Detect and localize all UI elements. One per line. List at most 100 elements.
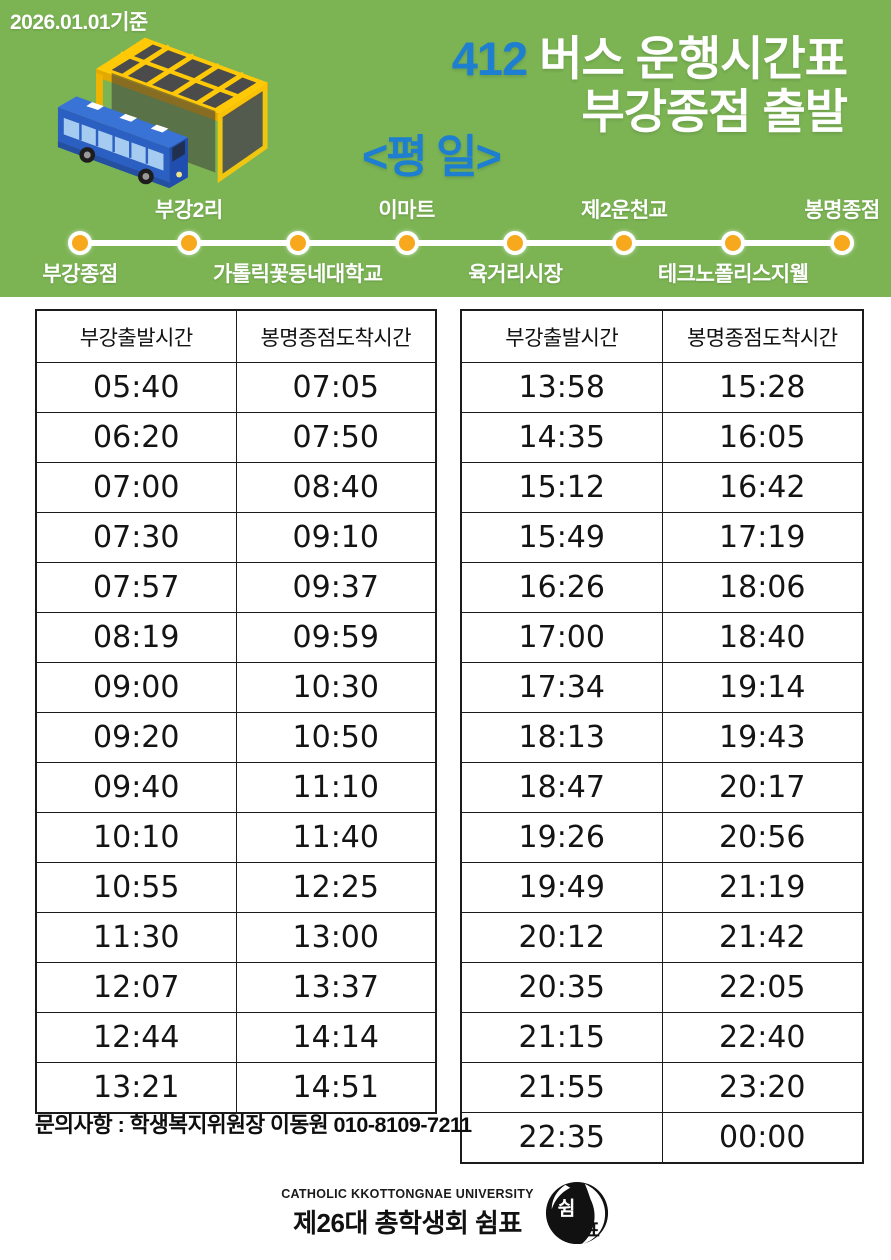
arrival-time-cell: 14:51 <box>235 1062 437 1114</box>
table-row: 18:13 19:43 <box>460 712 864 763</box>
arrival-time-cell: 00:00 <box>661 1112 864 1164</box>
departure-time-cell: 07:00 <box>35 462 237 513</box>
title-line2: 부강종점 출발 <box>581 85 849 139</box>
table-row: 16:26 18:06 <box>460 562 864 613</box>
bus-shelter-illustration <box>57 37 269 189</box>
arrival-time-cell: 07:50 <box>235 412 437 463</box>
table-row: 22:35 00:00 <box>460 1112 864 1164</box>
table-row: 07:30 09:10 <box>35 512 437 563</box>
departure-time-cell: 15:49 <box>460 512 663 563</box>
departure-time-cell: 07:30 <box>35 512 237 563</box>
arrival-time-cell: 20:17 <box>661 762 864 813</box>
title-text: 버스 운행시간표 <box>539 32 848 85</box>
table-row: 11:30 13:00 <box>35 912 437 963</box>
column-header: 봉명종점도착시간 <box>235 309 437 363</box>
departure-time-cell: 10:55 <box>35 862 237 913</box>
departure-time-cell: 12:07 <box>35 962 237 1013</box>
arrival-time-cell: 15:28 <box>661 362 864 413</box>
arrival-time-cell: 19:43 <box>661 712 864 763</box>
arrival-time-cell: 08:40 <box>235 462 437 513</box>
arrival-time-cell: 18:40 <box>661 612 864 663</box>
arrival-time-cell: 09:10 <box>235 512 437 563</box>
table-row: 09:00 10:30 <box>35 662 437 713</box>
table-row: 18:47 20:17 <box>460 762 864 813</box>
title-line1: 412 버스 운행시간표 <box>451 32 848 85</box>
departure-time-cell: 05:40 <box>35 362 237 413</box>
header-banner: 2026.01.01기준 <box>0 0 891 297</box>
route-stop-label: 테크노폴리스지웰 <box>657 263 809 286</box>
logo-char-bottom: 표 <box>583 1219 600 1240</box>
arrival-time-cell: 22:05 <box>661 962 864 1013</box>
departure-time-cell: 19:49 <box>460 862 663 913</box>
departure-time-cell: 17:34 <box>460 662 663 713</box>
table-row: 21:15 22:40 <box>460 1012 864 1063</box>
column-header: 부강출발시간 <box>35 309 237 363</box>
footer-text: CATHOLIC KKOTTONGNAE UNIVERSITY 제26대 총학생… <box>281 1187 534 1240</box>
route-stop-label: 가톨릭꽃동네대학교 <box>213 263 383 286</box>
arrival-time-cell: 09:59 <box>235 612 437 663</box>
table-row: 13:21 14:51 <box>35 1062 437 1114</box>
departure-time-cell: 14:35 <box>460 412 663 463</box>
route-stop-label: 봉명종점 <box>804 199 880 222</box>
arrival-time-cell: 21:19 <box>661 862 864 913</box>
date-note: 2026.01.01기준 <box>10 11 148 34</box>
route-number: 412 <box>451 32 528 85</box>
departure-time-cell: 09:20 <box>35 712 237 763</box>
arrival-time-cell: 07:05 <box>235 362 437 413</box>
departure-time-cell: 07:57 <box>35 562 237 613</box>
table-row: 09:40 11:10 <box>35 762 437 813</box>
table-row: 09:20 10:50 <box>35 712 437 763</box>
departure-time-cell: 21:55 <box>460 1062 663 1113</box>
column-header: 봉명종점도착시간 <box>661 309 864 363</box>
route-stop-dot <box>503 231 528 255</box>
timetable-left: 부강출발시간 봉명종점도착시간 05:40 07:05 06:20 07:50 07:00 0… <box>35 309 437 1114</box>
departure-time-cell: 13:58 <box>460 362 663 413</box>
route-stop-dot <box>285 231 310 255</box>
route-stop-label: 제2운천교 <box>581 199 668 222</box>
table-row: 10:10 11:40 <box>35 812 437 863</box>
arrival-time-cell: 23:20 <box>661 1062 864 1113</box>
departure-time-cell: 22:35 <box>460 1112 663 1164</box>
arrival-time-cell: 09:37 <box>235 562 437 613</box>
logo-char-top: 쉼 <box>557 1198 575 1220</box>
route-stop-dot <box>176 231 201 255</box>
council-logo: 쉼 표 <box>545 1181 608 1245</box>
page-title: 412 버스 운행시간표 부강종점 출발 <box>451 32 849 139</box>
departure-time-cell: 08:19 <box>35 612 237 663</box>
route-map: 부강종점 부강2리 가톨릭꽃동네대학교 이마트 육거리시장 제2운천교 테크노폴리스지웰 봉명… <box>0 185 891 295</box>
table-row: 08:19 09:59 <box>35 612 437 663</box>
route-stop-label: 이마트 <box>378 199 435 222</box>
departure-time-cell: 16:26 <box>460 562 663 613</box>
arrival-time-cell: 13:00 <box>235 912 437 963</box>
departure-time-cell: 15:12 <box>460 462 663 513</box>
table-row: 12:44 14:14 <box>35 1012 437 1063</box>
arrival-time-cell: 18:06 <box>661 562 864 613</box>
route-stop-dot <box>612 231 637 255</box>
table-row: 19:26 20:56 <box>460 812 864 863</box>
arrival-time-cell: 11:40 <box>235 812 437 863</box>
arrival-time-cell: 10:50 <box>235 712 437 763</box>
table-row: 05:40 07:05 <box>35 362 437 413</box>
route-stop-dot <box>68 231 92 255</box>
route-stop-label: 부강2리 <box>155 199 223 222</box>
route-stop-dot <box>830 231 854 255</box>
table-row: 10:55 12:25 <box>35 862 437 913</box>
route-stop-label: 부강종점 <box>42 263 118 286</box>
arrival-time-cell: 16:05 <box>661 412 864 463</box>
weekday-label: <평 일> <box>362 131 502 182</box>
timetable-right: 부강출발시간 봉명종점도착시간 13:58 15:28 14:35 16:05 15:12 1… <box>460 309 864 1164</box>
table-row: 07:57 09:37 <box>35 562 437 613</box>
route-stop-dot <box>394 231 419 255</box>
departure-time-cell: 20:12 <box>460 912 663 963</box>
contact-note: 문의사항 : 학생복지위원장 이동원 010-8109-7211 <box>35 1113 472 1137</box>
arrival-time-cell: 16:42 <box>661 462 864 513</box>
arrival-time-cell: 10:30 <box>235 662 437 713</box>
table-row: 19:49 21:19 <box>460 862 864 913</box>
university-name: CATHOLIC KKOTTONGNAE UNIVERSITY <box>281 1186 534 1201</box>
arrival-time-cell: 19:14 <box>661 662 864 713</box>
table-row: 07:00 08:40 <box>35 462 437 513</box>
table-row: 15:49 17:19 <box>460 512 864 563</box>
column-header: 부강출발시간 <box>460 309 663 363</box>
table-header-row: 부강출발시간 봉명종점도착시간 <box>35 309 437 363</box>
